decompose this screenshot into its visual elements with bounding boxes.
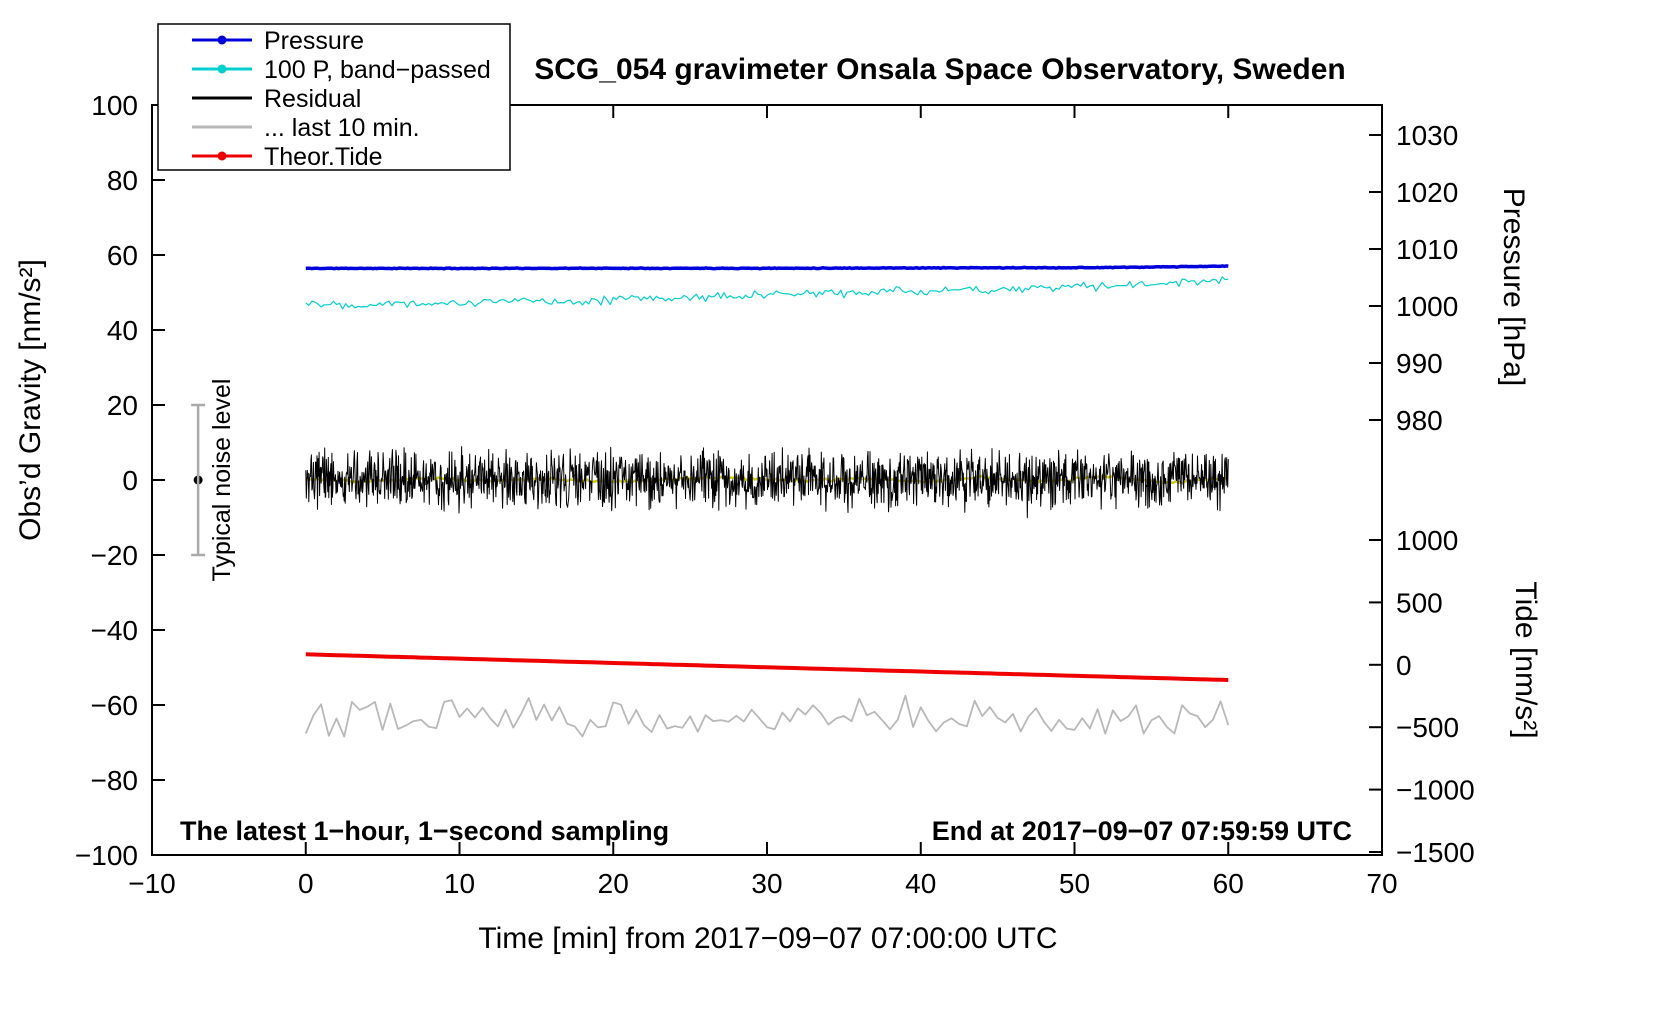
y-tick-label-pressure: 1010 — [1396, 234, 1458, 265]
y-tick-label-tide: −1500 — [1396, 837, 1475, 868]
y-tick-label-tide: 1000 — [1396, 525, 1458, 556]
x-tick-label: 0 — [298, 868, 314, 899]
y-tick-label-tide: 500 — [1396, 587, 1443, 618]
legend-marker-dot-2 — [217, 64, 227, 74]
series-pressure — [305, 264, 1229, 271]
series-last-10-min — [304, 694, 1230, 738]
y-tick-label-gravity: −40 — [91, 615, 139, 646]
legend-label-1: Pressure — [264, 27, 364, 55]
y-axis-title-tide: Tide [nm/s²] — [1509, 581, 1542, 738]
y-tick-label-gravity: 60 — [107, 240, 138, 271]
chart-title: SCG_054 gravimeter Onsala Space Observat… — [534, 53, 1346, 86]
y-tick-label-pressure: 1020 — [1396, 177, 1458, 208]
legend-label-2: 100 P, band−passed — [264, 56, 491, 84]
legend-marker-dot-1 — [217, 35, 227, 45]
x-tick-label: 60 — [1213, 868, 1244, 899]
y-axis-title-pressure: Pressure [hPa] — [1497, 188, 1530, 386]
y-tick-label-tide: 0 — [1396, 650, 1412, 681]
x-tick-label: 70 — [1366, 868, 1397, 899]
x-tick-label: 30 — [751, 868, 782, 899]
y-tick-label-tide: −500 — [1396, 712, 1459, 743]
series-residual — [305, 446, 1229, 519]
series-theor-tide — [305, 652, 1229, 682]
y-tick-label-pressure: 990 — [1396, 348, 1443, 379]
x-tick-label: 40 — [905, 868, 936, 899]
y-tick-label-gravity: 80 — [107, 165, 138, 196]
x-tick-label: 10 — [444, 868, 475, 899]
y-tick-label-pressure: 980 — [1396, 405, 1443, 436]
y-tick-label-gravity: 100 — [91, 90, 138, 121]
x-tick-label: 50 — [1059, 868, 1090, 899]
x-tick-label: −10 — [128, 868, 176, 899]
series-band-passed — [305, 276, 1229, 310]
y-tick-label-gravity: −60 — [91, 690, 139, 721]
noise-level-label: Typical noise level — [208, 379, 236, 582]
legend-label-5: Theor.Tide — [264, 143, 383, 171]
y-tick-label-gravity: 0 — [122, 465, 138, 496]
x-axis-title: Time [min] from 2017−09−07 07:00:00 UTC — [478, 922, 1057, 955]
legend-label-3: Residual — [264, 85, 361, 113]
y-tick-label-pressure: 1000 — [1396, 291, 1458, 322]
end-time-note: End at 2017−09−07 07:59:59 UTC — [932, 816, 1352, 846]
y-tick-label-gravity: −100 — [75, 840, 138, 871]
y-tick-label-gravity: 40 — [107, 315, 138, 346]
sampling-note: The latest 1−hour, 1−second sampling — [180, 816, 669, 846]
y-tick-label-gravity: 20 — [107, 390, 138, 421]
y-tick-label-gravity: −20 — [91, 540, 139, 571]
legend-marker-dot-5 — [217, 151, 227, 161]
x-tick-label: 20 — [598, 868, 629, 899]
y-tick-label-pressure: 1030 — [1396, 120, 1458, 151]
y-tick-label-gravity: −80 — [91, 765, 139, 796]
y-axis-title-gravity: Obs’d Gravity [nm/s²] — [14, 259, 47, 541]
legend-label-4: ... last 10 min. — [264, 114, 420, 142]
y-tick-label-tide: −1000 — [1396, 775, 1475, 806]
